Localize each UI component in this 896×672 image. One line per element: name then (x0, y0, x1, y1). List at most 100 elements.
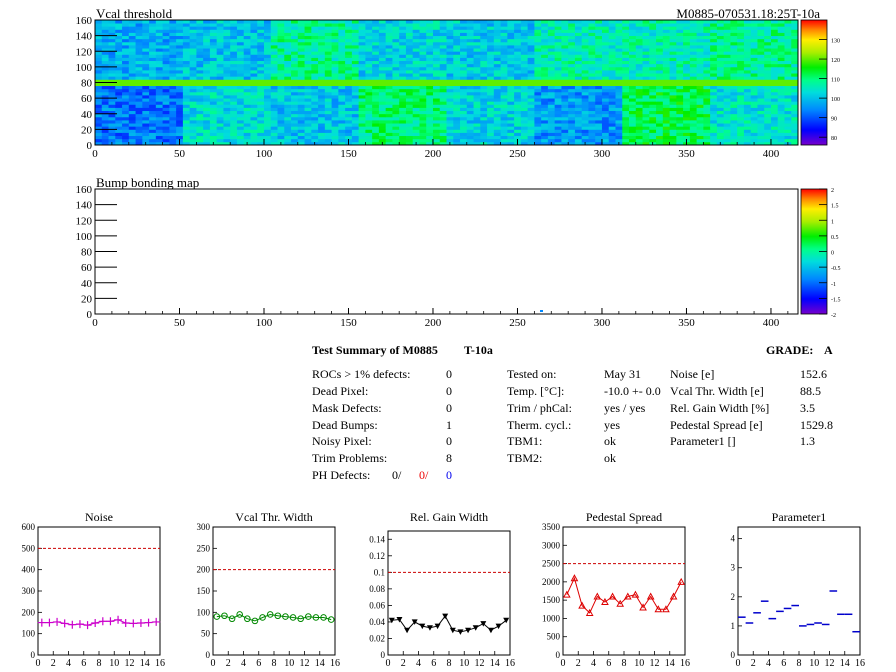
vcal-map-cell (527, 35, 535, 40)
vcal-map-cell (304, 110, 312, 115)
vcal-map-cell (770, 107, 779, 112)
vcal-map-cell (351, 101, 360, 105)
vcal-map-cell (196, 23, 204, 27)
vcal-map-cell (554, 26, 562, 30)
grade-label: GRADE: (766, 343, 814, 357)
vcal-map-cell (723, 82, 731, 87)
vcal-map-cell (642, 85, 650, 90)
vcal-map-cell (757, 104, 765, 108)
vcal-map-cell (358, 88, 366, 93)
vcal-map-cell (358, 41, 366, 46)
vcal-map-cell (412, 26, 420, 30)
vcal-map-cell (635, 26, 643, 30)
vcal-map-cell (291, 70, 299, 74)
vcal-map-cell (95, 85, 103, 90)
vcal-map-cell (162, 110, 170, 115)
vcal-map-cell (365, 79, 373, 83)
vcal-map-cell (453, 141, 461, 146)
vcal-map-cell (277, 66, 285, 71)
vcal-map-cell (581, 66, 589, 71)
vcal-map-cell (669, 57, 677, 62)
chart-frame (562, 526, 686, 656)
vcal-map-cell (101, 116, 109, 121)
vcal-map-cell (331, 63, 339, 68)
vcal-map-cell (365, 141, 373, 146)
chart-x-tick-label: 8 (272, 658, 277, 669)
vcal-map-cell (480, 104, 488, 108)
vcal-map-cell (378, 98, 387, 102)
vcal-map-cell (101, 129, 109, 133)
vcal-map-cell (250, 38, 258, 43)
vcal-map-cell (122, 116, 130, 121)
vcal-map-cell (730, 135, 738, 140)
chart-y-tick-label: 3000 (542, 540, 561, 550)
vcal-map-cell (446, 63, 454, 68)
vcal-map-cell (405, 45, 414, 49)
vcal-map-cell (169, 20, 177, 24)
vcal-map-cell (723, 107, 731, 112)
vcal-map-cell (568, 123, 576, 127)
vcal-map-cell (155, 85, 163, 90)
vcal-map-cell (561, 35, 569, 40)
vcal-map-cell (764, 51, 772, 55)
vcal-map-cell (358, 26, 366, 30)
vcal-map-cell (460, 63, 468, 68)
vcal-map-cell (426, 20, 434, 24)
vcal-map-cell (419, 29, 427, 33)
vcal-map-cell (236, 82, 245, 87)
vcal-map-cell (122, 132, 130, 137)
vcal-map-cell (608, 135, 616, 140)
vcal-map-cell (149, 135, 157, 140)
vcal-map-cell (446, 91, 454, 96)
vcal-map-cell (588, 82, 596, 87)
vcal-map-cell (534, 70, 542, 74)
vcal-map-cell (716, 73, 725, 77)
vcal-map-cell (345, 82, 353, 87)
vcal-map-cell (608, 126, 616, 130)
vcal-map-cell (209, 51, 218, 55)
vcal-map-cell (263, 123, 272, 127)
vcal-map-cell (689, 51, 698, 55)
vcal-map-cell (730, 54, 738, 58)
vcal-map-cell (162, 91, 170, 96)
vcal-map-cell (432, 54, 441, 58)
vcal-map-cell (189, 138, 197, 143)
vcal-map-cell (466, 73, 474, 77)
chart-point (213, 613, 221, 620)
vcal-map-cell (284, 20, 292, 24)
vcal-map-cell (676, 132, 684, 137)
vcal-map-cell (419, 120, 427, 124)
vcal-map-cell (270, 45, 278, 49)
vcal-map-cell (446, 95, 454, 99)
vcal-map-cell (345, 129, 353, 133)
chart-x-tick-label: 12 (825, 658, 835, 669)
vcal-map-cell (182, 51, 191, 55)
vcal-map-cell (432, 123, 441, 127)
vcal-map-cell (737, 23, 745, 27)
vcal-map-cell (629, 95, 637, 99)
vcal-map-cell (493, 38, 501, 43)
vcal-map-cell (750, 79, 758, 83)
vcal-map-cell (432, 32, 441, 37)
vcal-map-cell (182, 101, 191, 105)
vcal-map-cell (372, 79, 380, 83)
vcal-map-cell (419, 85, 427, 90)
vcal-map-cell (662, 101, 670, 105)
vcal-map-cell (291, 57, 299, 62)
vcal-map-cell (466, 110, 474, 115)
chart-y-tick-label: 100 (22, 629, 36, 639)
vcal-map-cell (243, 110, 251, 115)
chart-x-tick-label: 6 (256, 658, 261, 669)
vcal-map-cell (730, 141, 738, 146)
vcal-map-cell (507, 48, 515, 52)
vcal-map-cell (710, 66, 718, 71)
vcal-map-cell (223, 54, 231, 58)
vcal-map-cell (378, 91, 387, 96)
vcal-map-cell (487, 76, 495, 80)
vcal-map-cell (656, 20, 664, 24)
vcal-map-cell (324, 82, 332, 87)
vcal-map-cell (541, 70, 549, 74)
vcal-map-cell (784, 88, 792, 93)
vcal-map-cell (683, 38, 691, 43)
vcal-map-cell (115, 135, 123, 140)
